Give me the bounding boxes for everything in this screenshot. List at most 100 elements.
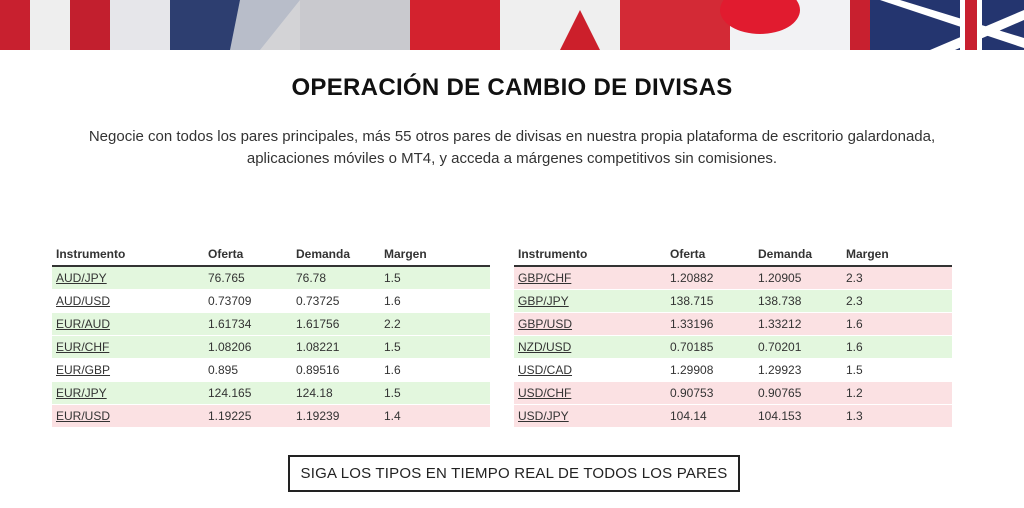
bid-cell: 1.08206 — [204, 335, 292, 359]
column-header-instrument: Instrumento — [514, 242, 666, 267]
instrument-cell: USD/CAD — [514, 358, 666, 382]
column-header-spread: Margen — [380, 242, 490, 267]
ask-cell: 0.89516 — [292, 358, 380, 382]
bid-cell: 138.715 — [666, 289, 754, 313]
instrument-link[interactable]: EUR/AUD — [56, 316, 111, 331]
bid-cell: 1.61734 — [204, 312, 292, 336]
spread-cell: 2.2 — [380, 312, 490, 336]
instrument-link[interactable]: USD/JPY — [518, 408, 569, 423]
column-header-bid: Oferta — [204, 242, 292, 267]
bid-cell: 104.14 — [666, 404, 754, 428]
rates-table-right: Instrumento Oferta Demanda Margen GBP/CH… — [514, 242, 952, 428]
bid-cell: 0.90753 — [666, 381, 754, 405]
table-row: USD/CAD 1.29908 1.29923 1.5 — [514, 358, 952, 382]
instrument-link[interactable]: AUD/USD — [56, 293, 111, 308]
spread-cell: 1.6 — [380, 289, 490, 313]
instrument-link[interactable]: USD/CHF — [518, 385, 572, 400]
instrument-link[interactable]: GBP/USD — [518, 316, 573, 331]
table-row: AUD/JPY 76.765 76.78 1.5 — [52, 266, 490, 290]
spread-cell: 1.5 — [380, 335, 490, 359]
bid-cell: 0.73709 — [204, 289, 292, 313]
bid-cell: 124.165 — [204, 381, 292, 405]
follow-live-rates-button[interactable]: SIGA LOS TIPOS EN TIEMPO REAL DE TODOS L… — [288, 455, 740, 492]
spread-cell: 2.3 — [842, 289, 952, 313]
column-header-ask: Demanda — [292, 242, 380, 267]
ask-cell: 0.73725 — [292, 289, 380, 313]
spread-cell: 1.5 — [380, 381, 490, 405]
instrument-link[interactable]: EUR/CHF — [56, 339, 110, 354]
instrument-link[interactable]: AUD/JPY — [56, 270, 107, 285]
ask-cell: 1.61756 — [292, 312, 380, 336]
instrument-cell: GBP/JPY — [514, 289, 666, 313]
column-header-ask: Demanda — [754, 242, 842, 267]
bid-cell: 76.765 — [204, 266, 292, 290]
instrument-cell: GBP/CHF — [514, 266, 666, 290]
table-header-row: Instrumento Oferta Demanda Margen — [52, 242, 490, 267]
spread-cell: 1.6 — [842, 312, 952, 336]
bid-cell: 1.33196 — [666, 312, 754, 336]
rates-table-left-body: AUD/JPY 76.765 76.78 1.5 AUD/USD 0.73709 0.737… — [52, 266, 490, 428]
instrument-cell: EUR/JPY — [52, 381, 204, 405]
table-row: GBP/USD 1.33196 1.33212 1.6 — [514, 312, 952, 336]
table-row: EUR/AUD 1.61734 1.61756 2.2 — [52, 312, 490, 336]
instrument-link[interactable]: EUR/JPY — [56, 385, 107, 400]
table-row: AUD/USD 0.73709 0.73725 1.6 — [52, 289, 490, 313]
spread-cell: 1.5 — [842, 358, 952, 382]
ask-cell: 76.78 — [292, 266, 380, 290]
table-row: NZD/USD 0.70185 0.70201 1.6 — [514, 335, 952, 359]
rates-table-right-body: GBP/CHF 1.20882 1.20905 2.3 GBP/JPY 138.715 13… — [514, 266, 952, 428]
table-header-row: Instrumento Oferta Demanda Margen — [514, 242, 952, 267]
table-row: GBP/JPY 138.715 138.738 2.3 — [514, 289, 952, 313]
spread-cell: 1.4 — [380, 404, 490, 428]
table-row: EUR/CHF 1.08206 1.08221 1.5 — [52, 335, 490, 359]
ask-cell: 1.29923 — [754, 358, 842, 382]
instrument-link[interactable]: GBP/JPY — [518, 293, 569, 308]
bid-cell: 0.70185 — [666, 335, 754, 359]
flags-banner-image — [0, 0, 1024, 50]
instrument-cell: NZD/USD — [514, 335, 666, 359]
instrument-cell: USD/JPY — [514, 404, 666, 428]
instrument-cell: EUR/AUD — [52, 312, 204, 336]
spread-cell: 1.2 — [842, 381, 952, 405]
spread-cell: 1.5 — [380, 266, 490, 290]
ask-cell: 1.19239 — [292, 404, 380, 428]
instrument-cell: GBP/USD — [514, 312, 666, 336]
ask-cell: 124.18 — [292, 381, 380, 405]
ask-cell: 1.33212 — [754, 312, 842, 336]
page-title: OPERACIÓN DE CAMBIO DE DIVISAS — [291, 74, 733, 101]
ask-cell: 1.08221 — [292, 335, 380, 359]
spread-cell: 1.3 — [842, 404, 952, 428]
instrument-cell: EUR/GBP — [52, 358, 204, 382]
instrument-link[interactable]: NZD/USD — [518, 339, 572, 354]
spread-cell: 1.6 — [380, 358, 490, 382]
spread-cell: 2.3 — [842, 266, 952, 290]
flags-banner — [0, 0, 1024, 50]
page-subtitle: Negocie con todos los pares principales,… — [88, 128, 936, 167]
bid-cell: 1.19225 — [204, 404, 292, 428]
instrument-link[interactable]: EUR/USD — [56, 408, 111, 423]
table-row: EUR/GBP 0.895 0.89516 1.6 — [52, 358, 490, 382]
ask-cell: 0.70201 — [754, 335, 842, 359]
instrument-cell: AUD/USD — [52, 289, 204, 313]
instrument-cell: USD/CHF — [514, 381, 666, 405]
table-row: EUR/JPY 124.165 124.18 1.5 — [52, 381, 490, 405]
column-header-spread: Margen — [842, 242, 952, 267]
table-row: USD/JPY 104.14 104.153 1.3 — [514, 404, 952, 428]
instrument-link[interactable]: EUR/GBP — [56, 362, 111, 377]
table-row: USD/CHF 0.90753 0.90765 1.2 — [514, 381, 952, 405]
instrument-cell: AUD/JPY — [52, 266, 204, 290]
table-row: GBP/CHF 1.20882 1.20905 2.3 — [514, 266, 952, 290]
bid-cell: 0.895 — [204, 358, 292, 382]
ask-cell: 138.738 — [754, 289, 842, 313]
bid-cell: 1.29908 — [666, 358, 754, 382]
ask-cell: 0.90765 — [754, 381, 842, 405]
instrument-link[interactable]: GBP/CHF — [518, 270, 572, 285]
ask-cell: 1.20905 — [754, 266, 842, 290]
rates-table-left: Instrumento Oferta Demanda Margen AUD/JP… — [52, 242, 490, 428]
column-header-bid: Oferta — [666, 242, 754, 267]
table-row: EUR/USD 1.19225 1.19239 1.4 — [52, 404, 490, 428]
ask-cell: 104.153 — [754, 404, 842, 428]
bid-cell: 1.20882 — [666, 266, 754, 290]
instrument-cell: EUR/CHF — [52, 335, 204, 359]
instrument-link[interactable]: USD/CAD — [518, 362, 573, 377]
